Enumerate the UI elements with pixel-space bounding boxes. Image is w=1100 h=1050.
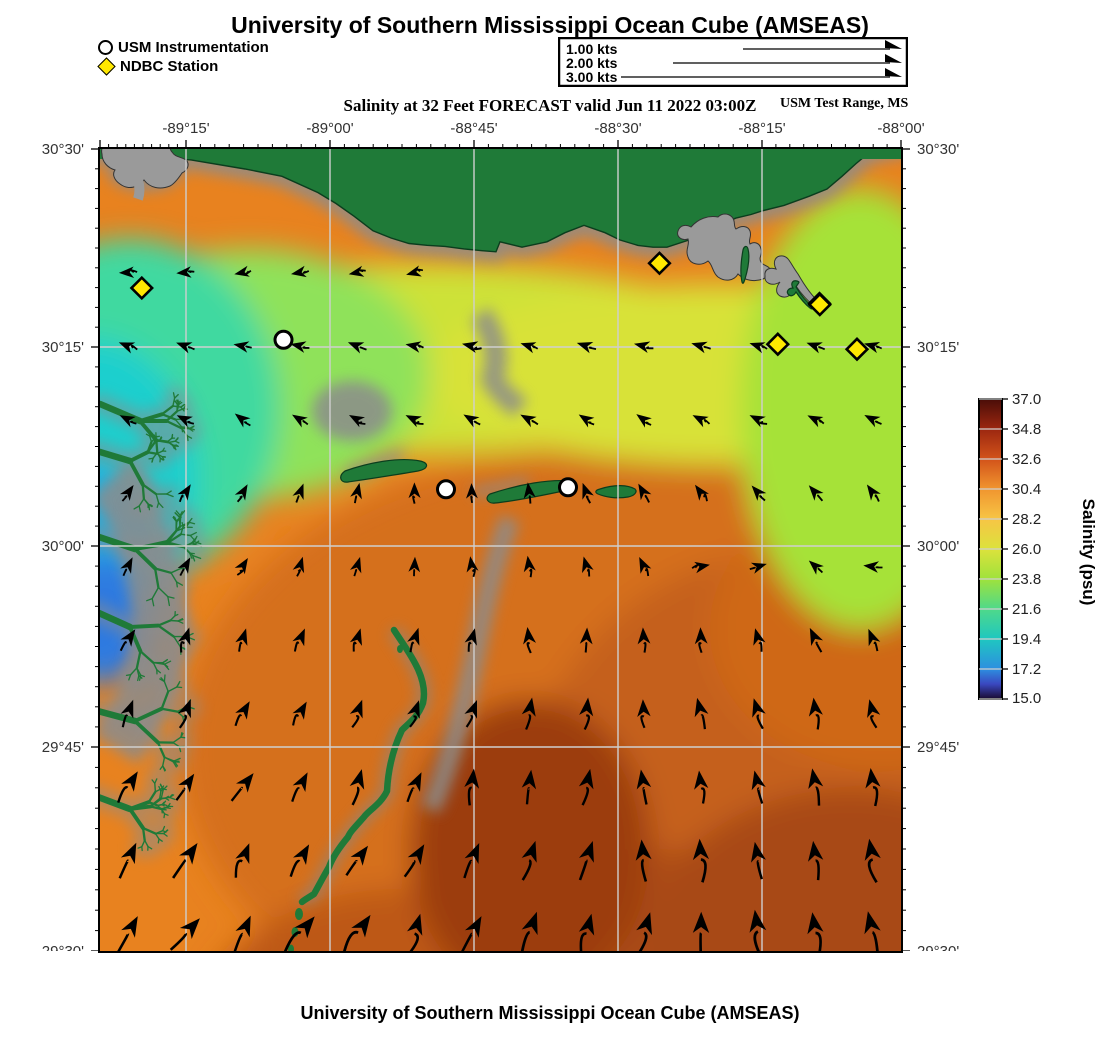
svg-text:30°30': 30°30' <box>917 141 959 158</box>
svg-text:28.2: 28.2 <box>1012 511 1041 528</box>
svg-text:-88°30': -88°30' <box>594 120 641 137</box>
svg-text:-88°00': -88°00' <box>877 120 924 137</box>
svg-text:30°00': 30°00' <box>42 538 84 555</box>
svg-text:30°00': 30°00' <box>917 538 959 555</box>
svg-text:-89°15': -89°15' <box>162 120 209 137</box>
svg-text:Salinity (psu): Salinity (psu) <box>1079 499 1098 606</box>
svg-text:23.8: 23.8 <box>1012 571 1041 588</box>
svg-text:19.4: 19.4 <box>1012 631 1041 648</box>
svg-text:30.4: 30.4 <box>1012 481 1041 498</box>
svg-text:29°45': 29°45' <box>42 739 84 756</box>
svg-text:-89°00': -89°00' <box>306 120 353 137</box>
svg-text:-88°15': -88°15' <box>738 120 785 137</box>
svg-text:32.6: 32.6 <box>1012 451 1041 468</box>
svg-text:17.2: 17.2 <box>1012 661 1041 678</box>
svg-text:29°45': 29°45' <box>917 739 959 756</box>
svg-text:15.0: 15.0 <box>1012 690 1041 707</box>
svg-text:21.6: 21.6 <box>1012 601 1041 618</box>
svg-text:-88°45': -88°45' <box>450 120 497 137</box>
svg-text:30°15': 30°15' <box>917 339 959 356</box>
svg-text:26.0: 26.0 <box>1012 541 1041 558</box>
svg-text:37.0: 37.0 <box>1012 392 1041 408</box>
svg-text:30°30': 30°30' <box>42 141 84 158</box>
svg-text:34.8: 34.8 <box>1012 421 1041 438</box>
svg-text:29°30': 29°30' <box>917 943 959 951</box>
svg-text:30°15': 30°15' <box>42 339 84 356</box>
svg-text:3.00 kts: 3.00 kts <box>566 69 618 85</box>
svg-text:29°30': 29°30' <box>42 943 84 951</box>
